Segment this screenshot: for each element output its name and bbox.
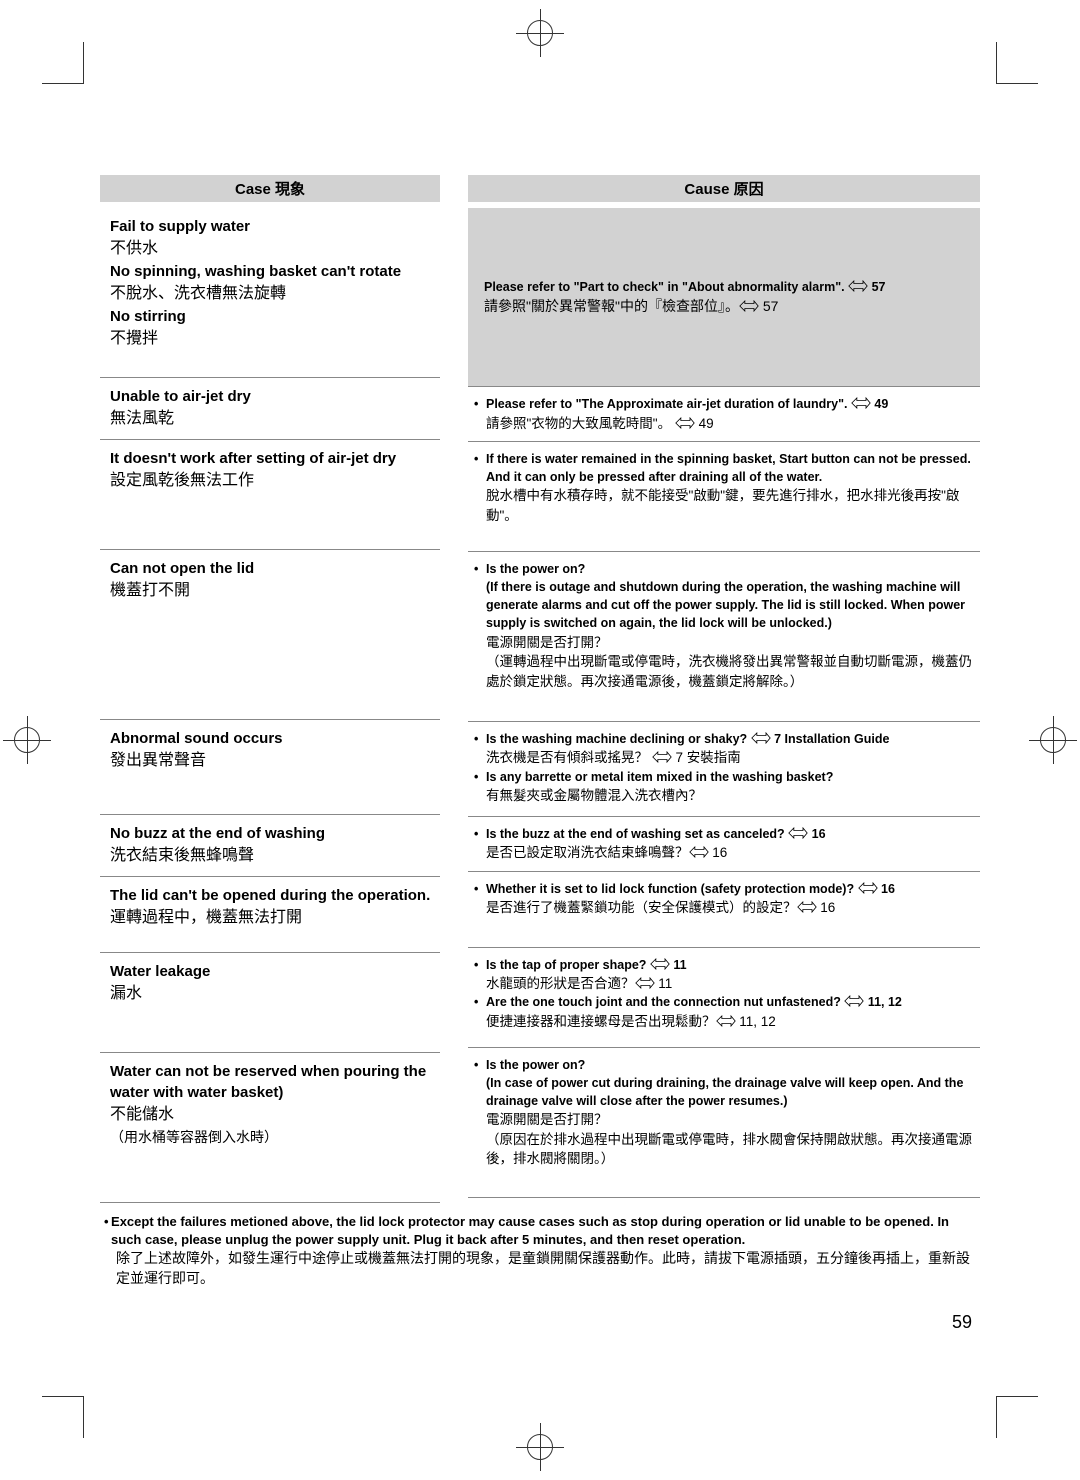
case-text: 不供水 <box>110 237 436 261</box>
registration-mark <box>527 20 553 46</box>
footer-zh: 除了上述故障外，如發生運行中途停止或機蓋無法打開的現象，是童鎖開關保護器動作。此… <box>116 1249 976 1288</box>
footer-en: Except the failures metioned above, the … <box>111 1213 976 1249</box>
case-cell: The lid can't be opened during the opera… <box>100 877 440 953</box>
cause-cell: •Is the tap of proper shape? 11水龍頭的形狀是否合… <box>468 948 980 1048</box>
cause-zh: 水龍頭的形狀是否合適？ 11 <box>486 974 974 994</box>
troubleshooting-page: Case 現象 Fail to supply water不供水No spinni… <box>100 175 980 1289</box>
cause-bullet: •Is the tap of proper shape? 11水龍頭的形狀是否合… <box>474 956 974 994</box>
cause-zh: （運轉過程中出現斷電或停電時，洗衣機將發出異常警報並自動切斷電源，機蓋仍處於鎖定… <box>486 652 974 691</box>
case-text: No spinning, washing basket can't rotate <box>110 261 436 282</box>
case-cell: It doesn't work after setting of air-jet… <box>100 440 440 550</box>
cause-en: Is the buzz at the end of washing set as… <box>486 825 974 843</box>
cause-en: Please refer to "The Approximate air-jet… <box>486 395 974 413</box>
cause-zh: 電源開關是否打開？ <box>486 633 974 653</box>
registration-mark <box>527 1434 553 1460</box>
case-text: Water can not be reserved when pouring t… <box>110 1061 436 1103</box>
crop-mark <box>42 42 84 84</box>
case-cell: Can not open the lid機蓋打不開 <box>100 550 440 720</box>
case-text: Water leakage <box>110 961 436 982</box>
case-column: Case 現象 Fail to supply water不供水No spinni… <box>100 175 440 1203</box>
cause-cell: •Is the washing machine declining or sha… <box>468 722 980 817</box>
cause-bullet: •Is the washing machine declining or sha… <box>474 730 974 768</box>
case-text: 無法風乾 <box>110 407 436 431</box>
crop-mark <box>996 1396 1038 1438</box>
case-text: No buzz at the end of washing <box>110 823 436 844</box>
case-text: 機蓋打不開 <box>110 579 436 603</box>
registration-mark <box>1040 727 1066 753</box>
case-cell: Water leakage漏水 <box>100 953 440 1053</box>
case-text: The lid can't be opened during the opera… <box>110 885 436 906</box>
cause-en: Is any barrette or metal item mixed in t… <box>486 768 974 786</box>
cause-cell: •Is the power on?(If there is outage and… <box>468 552 980 722</box>
cause-bullet: •Is the power on?(If there is outage and… <box>474 560 974 691</box>
case-text: Fail to supply water <box>110 216 436 237</box>
cause-bullet: •Is the power on?(In case of power cut d… <box>474 1056 974 1169</box>
case-text: 發出異常聲音 <box>110 749 436 773</box>
case-text: No stirring <box>110 306 436 327</box>
cause-zh: 是否已設定取消洗衣結束蜂鳴聲？ 16 <box>486 843 974 863</box>
case-header: Case 現象 <box>100 175 440 202</box>
cause-en: Is the washing machine declining or shak… <box>486 730 974 748</box>
case-cell: Fail to supply water不供水No spinning, wash… <box>100 208 440 378</box>
case-cell: Abnormal sound occurs發出異常聲音 <box>100 720 440 815</box>
cause-zh: 便捷連接器和連接螺母是否出現鬆動？ 11, 12 <box>486 1012 974 1032</box>
cause-en: Is the tap of proper shape? 11 <box>486 956 974 974</box>
cause-cell: •Is the power on?(In case of power cut d… <box>468 1048 980 1198</box>
cause-en: Is the power on? <box>486 1056 974 1074</box>
cause-cell: •Please refer to "The Approximate air-je… <box>468 387 980 442</box>
cause-cell: •Whether it is set to lid lock function … <box>468 872 980 948</box>
cause-zh: （原因在於排水過程中出現斷電或停電時，排水閥會保持開啟狀態。再次接通電源後，排水… <box>486 1130 974 1169</box>
case-text: 不能儲水 <box>110 1103 436 1127</box>
case-cell: No buzz at the end of washing洗衣結束後無蜂鳴聲 <box>100 815 440 877</box>
cause-bullet: •If there is water remained in the spinn… <box>474 450 974 525</box>
cause-en: If there is water remained in the spinni… <box>486 450 974 486</box>
case-text: 設定風乾後無法工作 <box>110 469 436 493</box>
cause-column: Cause 原因 Please refer to "Part to check"… <box>468 175 980 1203</box>
case-text: 運轉過程中，機蓋無法打開 <box>110 906 436 930</box>
cause-cell: •If there is water remained in the spinn… <box>468 442 980 552</box>
crop-mark <box>42 1396 84 1438</box>
cause-text: 請參照"關於異常警報"中的『檢查部位』。 57 <box>484 296 964 316</box>
cause-cell: Please refer to "Part to check" in "Abou… <box>468 208 980 387</box>
case-text: 不脫水、洗衣槽無法旋轉 <box>110 282 436 306</box>
cause-header: Cause 原因 <box>468 175 980 202</box>
cause-bullet: •Please refer to "The Approximate air-je… <box>474 395 974 433</box>
cause-zh: 脫水槽中有水積存時，就不能接受"啟動"鍵，要先進行排水，把水排光後再按"啟動"。 <box>486 486 974 525</box>
cause-zh: 有無髮夾或金屬物體混入洗衣槽內？ <box>486 786 974 806</box>
cause-bullet: •Is the buzz at the end of washing set a… <box>474 825 974 863</box>
case-text: Can not open the lid <box>110 558 436 579</box>
cause-en: Are the one touch joint and the connecti… <box>486 993 974 1011</box>
cause-bullet: •Are the one touch joint and the connect… <box>474 993 974 1031</box>
page-number: 59 <box>952 1312 972 1333</box>
case-text: Unable to air-jet dry <box>110 386 436 407</box>
cause-cell: •Is the buzz at the end of washing set a… <box>468 817 980 872</box>
registration-mark <box>14 727 40 753</box>
cause-zh: 電源開關是否打開？ <box>486 1110 974 1130</box>
case-text: 不攪拌 <box>110 327 436 351</box>
cause-zh: 請參照"衣物的大致風乾時間"。 49 <box>486 414 974 434</box>
cause-en: (In case of power cut during draining, t… <box>486 1074 974 1110</box>
case-text: Abnormal sound occurs <box>110 728 436 749</box>
case-cell: Unable to air-jet dry無法風乾 <box>100 378 440 440</box>
cause-en: Whether it is set to lid lock function (… <box>486 880 974 898</box>
cause-en: (If there is outage and shutdown during … <box>486 578 974 632</box>
case-text: 洗衣結束後無蜂鳴聲 <box>110 844 436 868</box>
case-text: （用水桶等容器倒入水時） <box>110 1127 436 1147</box>
cause-en: Is the power on? <box>486 560 974 578</box>
case-cell: Water can not be reserved when pouring t… <box>100 1053 440 1203</box>
cause-bullet: •Is any barrette or metal item mixed in … <box>474 768 974 806</box>
cause-bullet: •Whether it is set to lid lock function … <box>474 880 974 918</box>
footer-note: •Except the failures metioned above, the… <box>100 1213 980 1289</box>
crop-mark <box>996 42 1038 84</box>
cause-zh: 是否進行了機蓋緊鎖功能（安全保護模式）的設定？ 16 <box>486 898 974 918</box>
cause-text: Please refer to "Part to check" in "Abou… <box>484 278 964 296</box>
case-text: 漏水 <box>110 982 436 1006</box>
cause-zh: 洗衣機是否有傾斜或搖晃？ 7 安裝指南 <box>486 748 974 768</box>
case-text: It doesn't work after setting of air-jet… <box>110 448 436 469</box>
